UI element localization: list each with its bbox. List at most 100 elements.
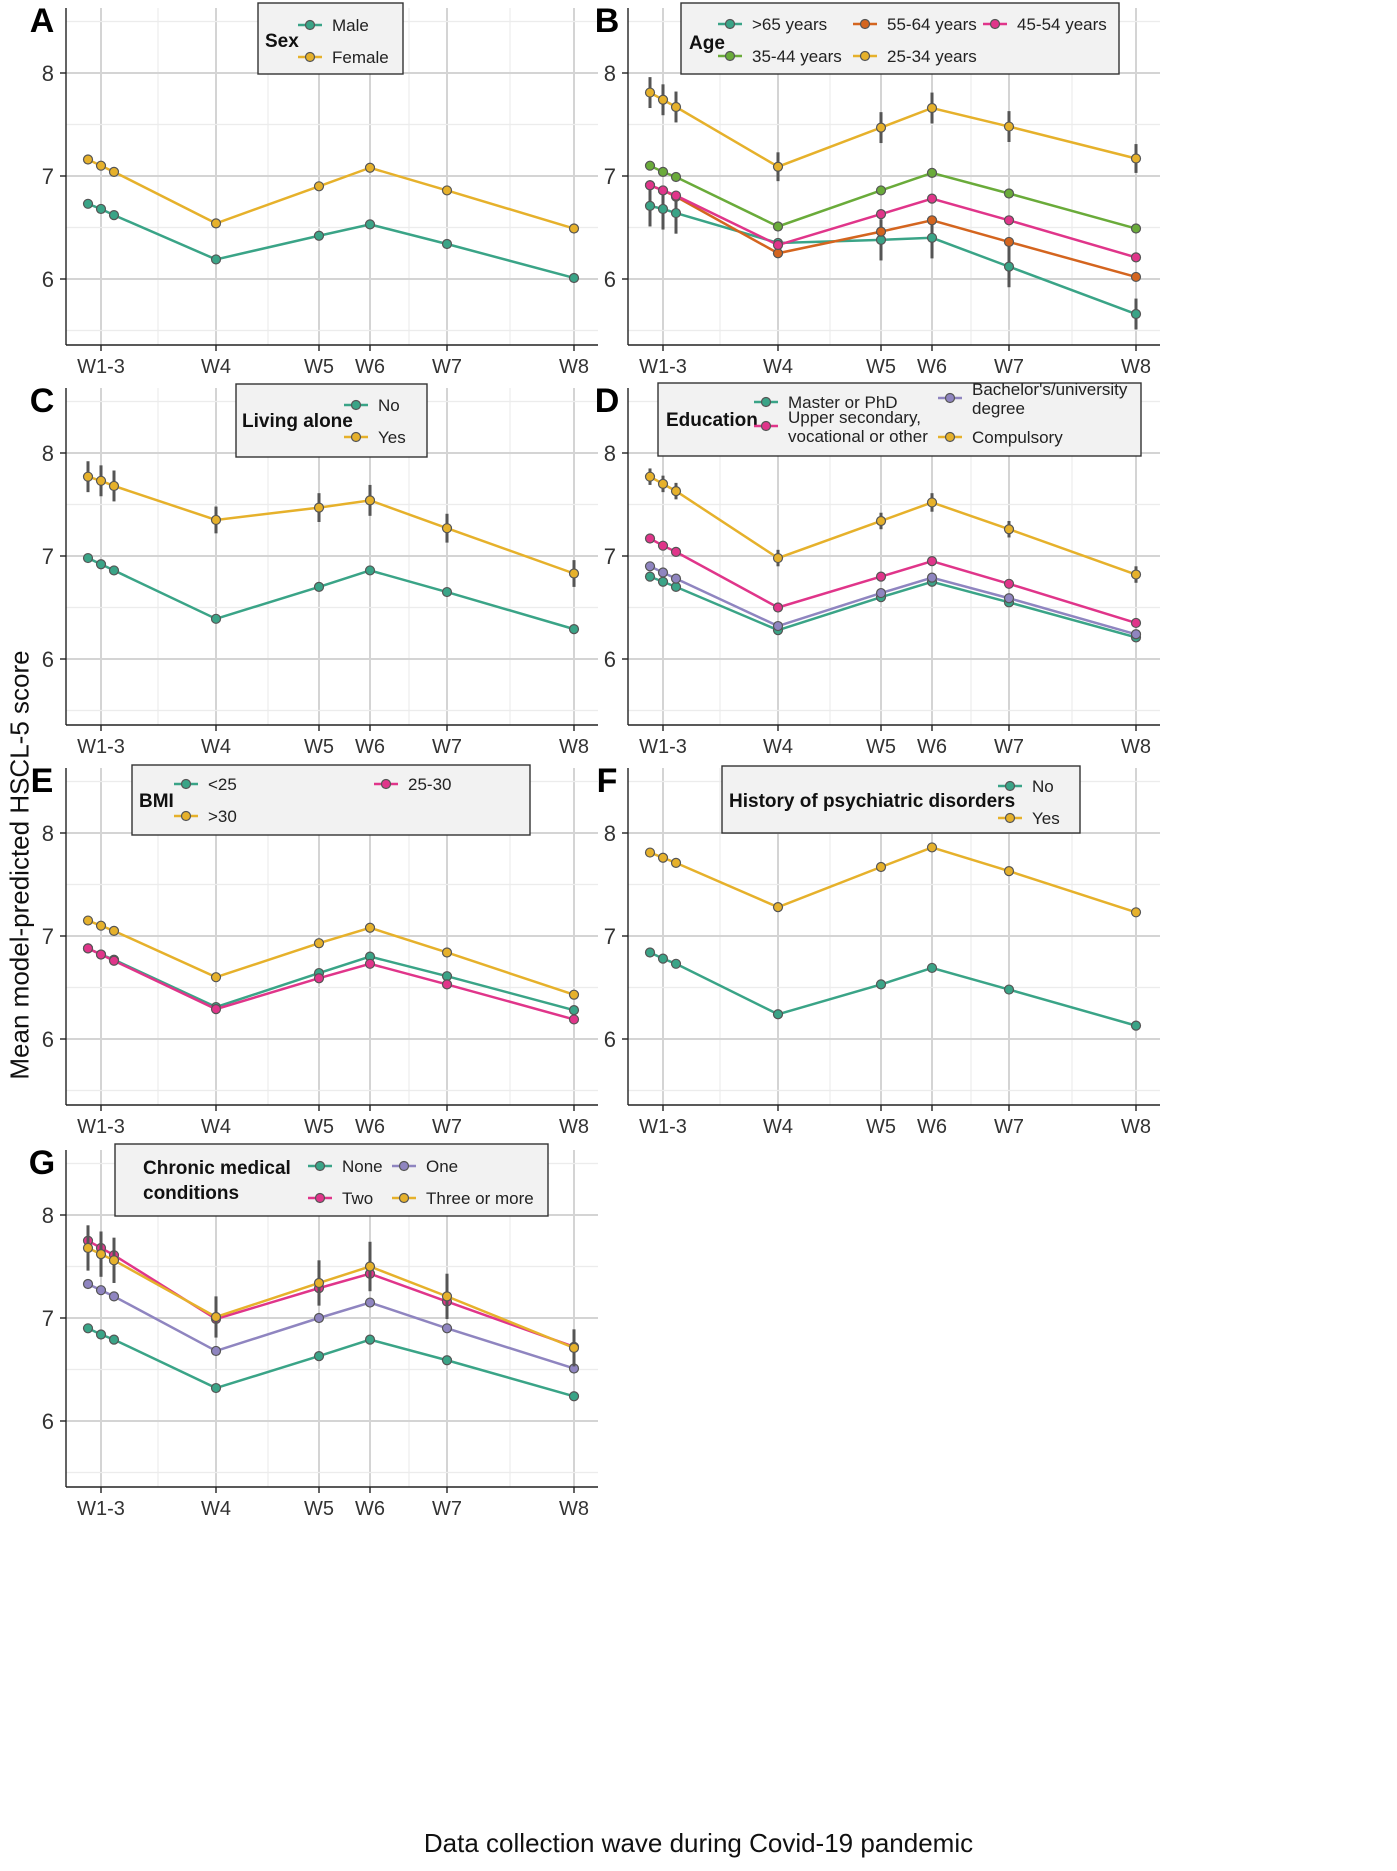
legend: Chronic medical conditions None Two One Three… xyxy=(114,1143,549,1217)
legend-swatch-point xyxy=(944,392,956,404)
data-point xyxy=(568,1014,580,1025)
series-male xyxy=(82,198,580,284)
data-point xyxy=(657,953,669,964)
legend-swatch-point xyxy=(859,50,871,62)
panel-label: E xyxy=(31,762,54,800)
legend-item: >65 years xyxy=(718,15,827,34)
data-point xyxy=(313,1351,325,1362)
legend-label: Yes xyxy=(1032,809,1060,828)
legend-swatch-point xyxy=(760,420,772,432)
x-tick-label: W1-3 xyxy=(77,356,125,378)
data-point xyxy=(1003,121,1015,132)
legend-swatch-point xyxy=(724,18,736,30)
data-point xyxy=(1003,866,1015,877)
data-point xyxy=(108,1255,120,1266)
data-point xyxy=(441,586,453,598)
legend-item: Female xyxy=(298,48,389,67)
legend-item: Compulsory xyxy=(938,428,1063,447)
data-point xyxy=(1130,271,1142,283)
data-point xyxy=(875,515,887,527)
series-yes xyxy=(82,461,580,587)
x-tick-label: W7 xyxy=(994,356,1024,378)
series-no xyxy=(82,552,580,635)
legend-box xyxy=(114,1143,549,1217)
data-point xyxy=(926,842,938,853)
data-point xyxy=(657,478,669,489)
series-line xyxy=(87,475,575,575)
legend-label: <25 xyxy=(208,775,237,794)
data-point xyxy=(926,232,938,243)
legend-item: Master or PhD xyxy=(754,393,898,412)
x-tick-label: W8 xyxy=(559,1498,589,1520)
data-point xyxy=(364,1261,376,1272)
x-tick-label: W5 xyxy=(304,1498,334,1520)
legend-swatch-point xyxy=(350,431,362,443)
data-point xyxy=(772,620,784,632)
data-point xyxy=(210,218,222,229)
data-point xyxy=(95,160,107,171)
data-point xyxy=(875,122,887,133)
data-point xyxy=(1003,261,1015,272)
x-tick-label: W5 xyxy=(304,736,334,758)
data-point xyxy=(108,480,120,492)
data-point xyxy=(95,920,107,931)
y-tick-label: 8 xyxy=(42,821,54,846)
x-tick-label: W1-3 xyxy=(639,356,687,378)
data-point xyxy=(644,847,656,858)
legend-swatch-point xyxy=(380,778,392,790)
x-tick-label: W7 xyxy=(432,736,462,758)
x-tick-label: W5 xyxy=(866,1116,896,1138)
series-bachelor-s-university-degree xyxy=(644,561,1142,640)
data-point xyxy=(568,1005,580,1016)
data-point xyxy=(670,486,682,497)
data-point xyxy=(926,167,938,179)
data-point xyxy=(95,559,107,570)
data-point xyxy=(644,571,656,582)
data-point xyxy=(644,561,656,572)
panel-d: 6 7 8 W1-3 W4 W5 W6 W7 W8 D Education Master or PhD… xyxy=(595,380,1160,758)
legend-swatch-point xyxy=(314,1160,326,1172)
legend-label: Male xyxy=(332,16,369,35)
data-point xyxy=(82,154,94,165)
data-point xyxy=(210,1382,222,1394)
data-point xyxy=(657,540,669,551)
data-point xyxy=(364,1334,376,1345)
x-tick-label: W5 xyxy=(866,736,896,758)
data-point xyxy=(210,972,222,983)
series--30 xyxy=(82,915,580,1000)
data-point xyxy=(644,180,656,191)
legend-box xyxy=(257,2,404,75)
series-line xyxy=(87,1246,575,1350)
x-tick-label: W7 xyxy=(994,736,1024,758)
data-point xyxy=(210,1004,222,1015)
data-point xyxy=(95,949,107,960)
data-point xyxy=(657,567,669,578)
data-point xyxy=(210,1311,222,1323)
data-point xyxy=(568,272,580,284)
x-tick-label: W6 xyxy=(355,356,385,378)
data-point xyxy=(568,1391,580,1402)
data-point xyxy=(772,161,784,172)
legend-item: Male xyxy=(298,16,369,35)
legend-item: Two xyxy=(308,1189,373,1208)
data-point xyxy=(108,925,120,936)
x-tick-label: W4 xyxy=(201,1498,231,1520)
panel-label: G xyxy=(29,1144,55,1182)
data-point xyxy=(1130,569,1142,580)
y-tick-label: 8 xyxy=(604,61,616,86)
series-25-30 xyxy=(82,943,580,1025)
data-point xyxy=(1003,984,1015,995)
x-tick-label: W7 xyxy=(432,1498,462,1520)
data-point xyxy=(1130,907,1142,918)
data-point xyxy=(926,556,938,567)
legend-box xyxy=(131,764,531,836)
x-tick-label: W8 xyxy=(559,1116,589,1138)
legend-item: 35-44 years xyxy=(718,47,842,66)
legend-item: Yes xyxy=(344,428,406,447)
y-tick-label: 7 xyxy=(604,924,616,949)
legend: Age >65 years 55-64 years 45-54 years 35-44 … xyxy=(680,2,1120,75)
series-line xyxy=(87,947,575,1021)
series-line xyxy=(649,537,1137,625)
x-tick-label: W6 xyxy=(917,736,947,758)
